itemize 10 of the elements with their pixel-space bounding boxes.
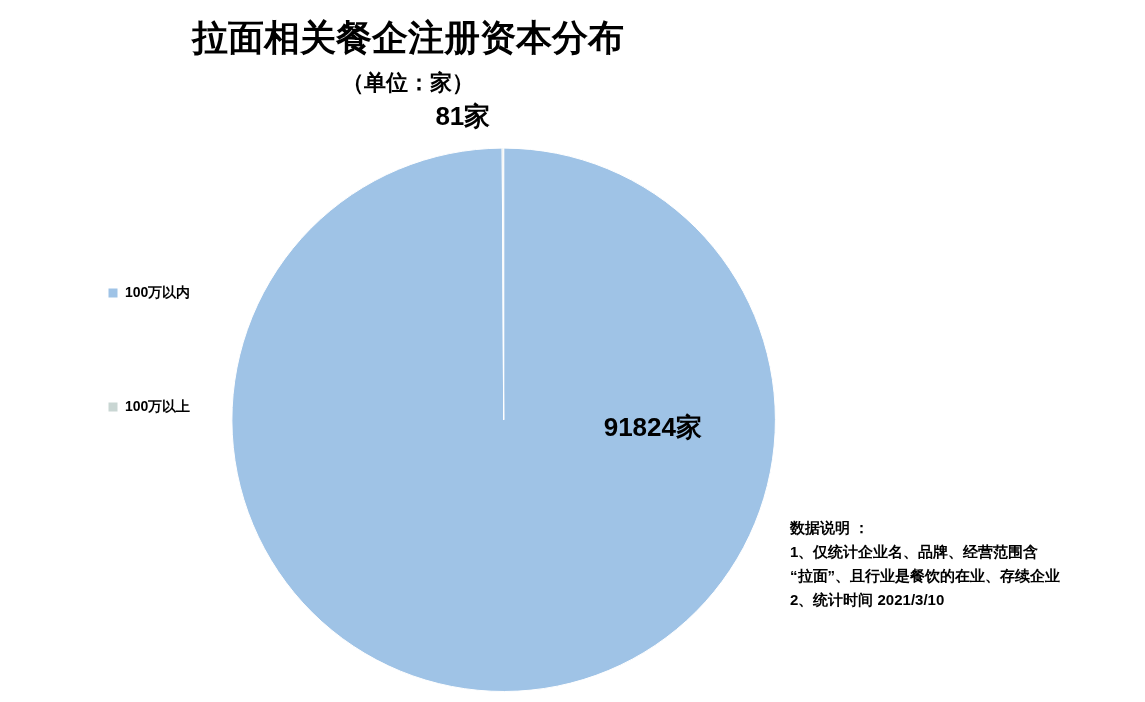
legend-label: 100万以内 xyxy=(125,283,191,300)
text: 数据说明 ： xyxy=(790,518,871,538)
chart-subtitle: （单位：家） xyxy=(341,70,474,96)
legend-label: 100万以上 xyxy=(125,397,191,414)
text: 1、仅统计企业名、品牌、经营范围含 xyxy=(790,542,1040,562)
data-label: 81家 xyxy=(435,101,491,132)
text: 2、统计时间 2021/3/10 xyxy=(790,590,946,610)
chart-title: 拉面相关餐企注册资本分布 xyxy=(189,16,624,58)
text: “拉面”、且行业是餐饮的在业、存续企业 xyxy=(790,566,1060,586)
data-label: 91824家 xyxy=(603,411,702,442)
